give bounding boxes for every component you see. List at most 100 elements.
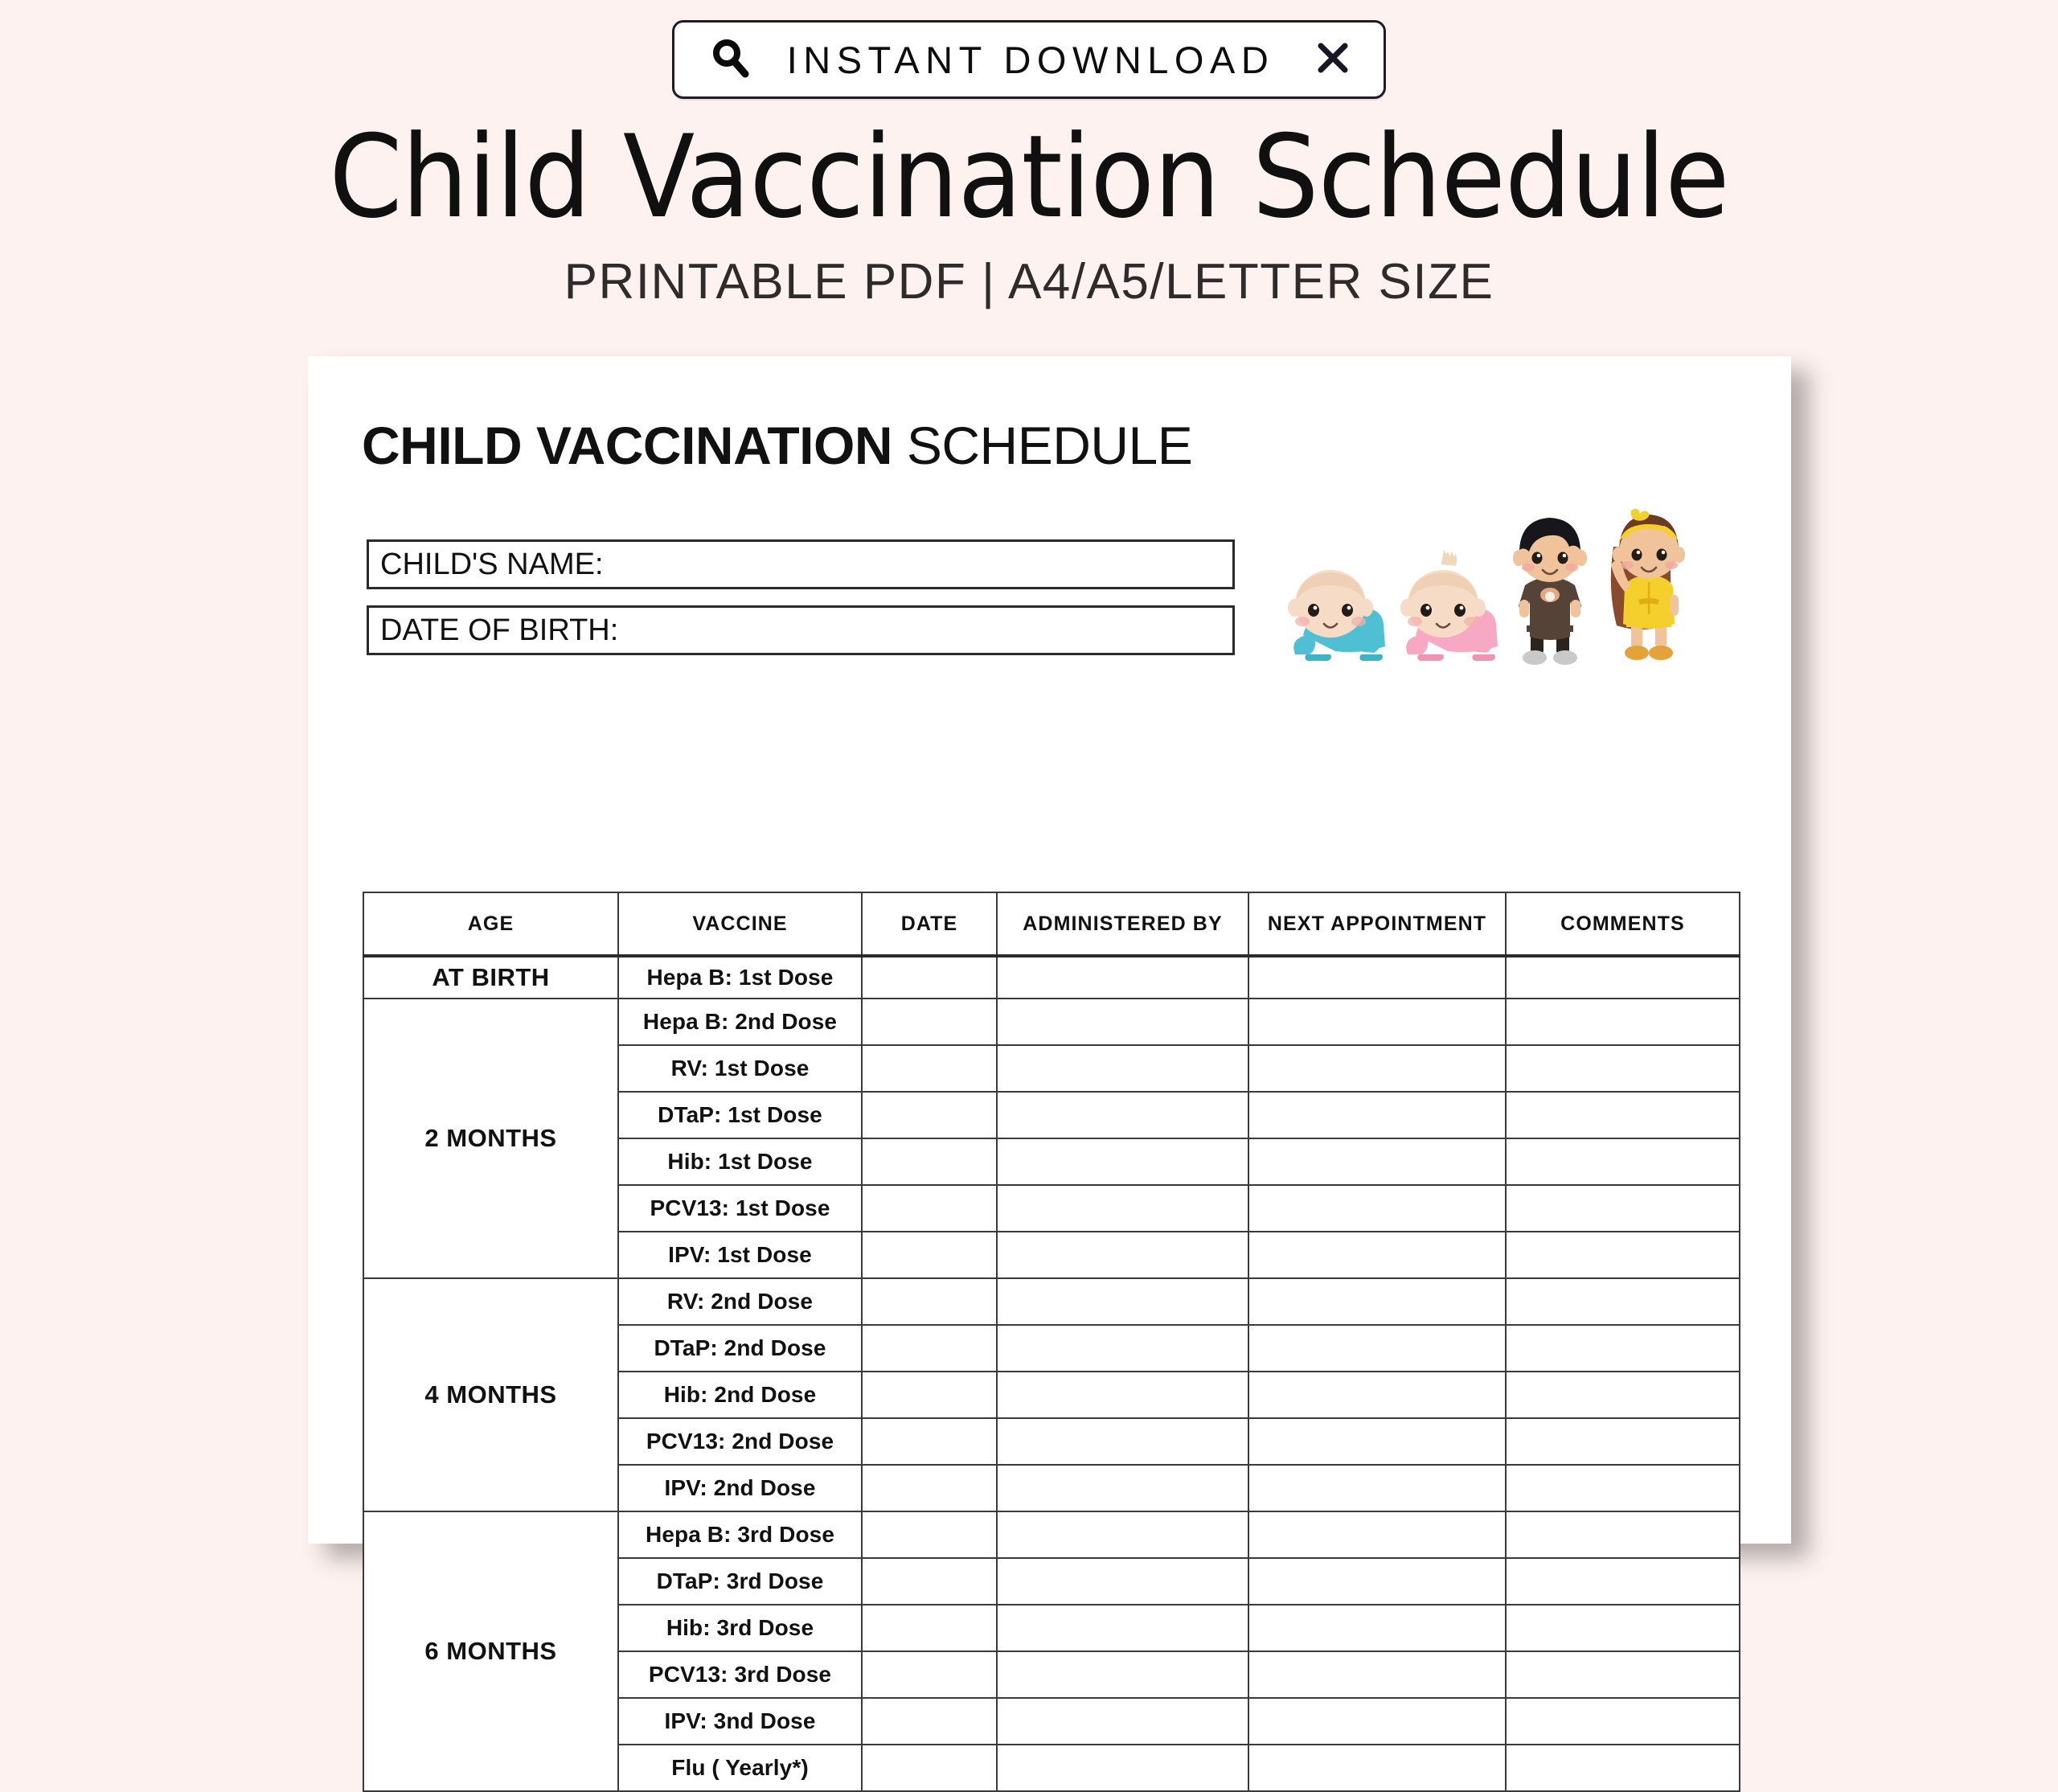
date-cell[interactable] [861, 1417, 998, 1466]
administered-by-cell[interactable] [996, 1557, 1249, 1605]
table-row: 4 MONTHS RV: 2nd Dose [363, 1277, 1740, 1512]
comments-cell[interactable] [1505, 1417, 1740, 1466]
next-appointment-cell[interactable] [1248, 1464, 1507, 1512]
comments-cell[interactable] [1505, 1557, 1740, 1605]
administered-by-cell[interactable] [996, 1604, 1249, 1652]
date-cell[interactable] [861, 955, 998, 999]
next-appointment-cell[interactable] [1248, 1651, 1507, 1699]
next-appointment-cell[interactable] [1248, 1138, 1507, 1186]
administered-by-cell[interactable] [996, 1744, 1249, 1792]
administered-by-cell[interactable] [996, 1324, 1249, 1372]
comments-cell[interactable] [1505, 1044, 1740, 1093]
document-title-light: SCHEDULE [906, 416, 1193, 475]
administered-by-cell[interactable] [996, 955, 1249, 999]
administered-by-cell[interactable] [996, 1417, 1249, 1466]
vaccine-cell: DTaP: 3rd Dose [617, 1557, 863, 1605]
age-cell-6-months: 6 MONTHS [363, 1511, 619, 1792]
table-row: DTaP: 2nd Dose [363, 1324, 1740, 1372]
comments-cell[interactable] [1505, 1231, 1740, 1279]
column-header-comments: COMMENTS [1505, 892, 1740, 958]
column-header-next-appointment: NEXT APPOINTMENT [1248, 892, 1507, 958]
date-cell[interactable] [861, 1511, 998, 1559]
comments-cell[interactable] [1505, 1697, 1740, 1745]
administered-by-cell[interactable] [996, 1277, 1249, 1326]
date-cell[interactable] [861, 1744, 998, 1792]
next-appointment-cell[interactable] [1248, 1184, 1507, 1232]
next-appointment-cell[interactable] [1248, 1371, 1507, 1419]
next-appointment-cell[interactable] [1248, 1417, 1507, 1466]
instant-download-badge[interactable]: INSTANT DOWNLOAD [671, 20, 1387, 99]
next-appointment-cell[interactable] [1248, 955, 1507, 999]
close-icon[interactable] [1314, 39, 1351, 80]
date-of-birth-label: DATE OF BIRTH: [380, 613, 619, 647]
next-appointment-cell[interactable] [1248, 1557, 1507, 1605]
comments-cell[interactable] [1505, 1511, 1740, 1559]
date-cell[interactable] [861, 1604, 998, 1652]
vaccine-cell: RV: 1st Dose [617, 1044, 863, 1093]
date-cell[interactable] [861, 1231, 998, 1279]
administered-by-cell[interactable] [996, 1511, 1249, 1559]
comments-cell[interactable] [1505, 1371, 1740, 1419]
comments-cell[interactable] [1505, 1604, 1740, 1652]
administered-by-cell[interactable] [996, 1371, 1249, 1419]
date-cell[interactable] [861, 1651, 998, 1699]
comments-cell[interactable] [1505, 998, 1740, 1046]
next-appointment-cell[interactable] [1248, 1511, 1507, 1559]
comments-cell[interactable] [1505, 1138, 1740, 1186]
table-row: PCV13: 1st Dose [363, 1184, 1740, 1232]
date-cell[interactable] [861, 1044, 998, 1093]
date-cell[interactable] [861, 1557, 998, 1605]
next-appointment-cell[interactable] [1248, 1604, 1507, 1652]
table-row: AT BIRTH Hepa B: 1st Dose [363, 955, 1740, 999]
next-appointment-cell[interactable] [1248, 1044, 1507, 1093]
next-appointment-cell[interactable] [1248, 1231, 1507, 1279]
administered-by-cell[interactable] [996, 1091, 1249, 1139]
comments-cell[interactable] [1505, 1744, 1740, 1792]
vaccine-cell: IPV: 1st Dose [617, 1231, 863, 1279]
vaccine-cell: PCV13: 3rd Dose [617, 1651, 863, 1699]
administered-by-cell[interactable] [996, 1697, 1249, 1745]
administered-by-cell[interactable] [996, 1651, 1249, 1699]
next-appointment-cell[interactable] [1248, 1744, 1507, 1792]
date-cell[interactable] [861, 1091, 998, 1139]
comments-cell[interactable] [1505, 1324, 1740, 1372]
comments-cell[interactable] [1505, 1464, 1740, 1512]
date-cell[interactable] [861, 1697, 998, 1745]
next-appointment-cell[interactable] [1248, 1091, 1507, 1139]
administered-by-cell[interactable] [996, 998, 1249, 1046]
next-appointment-cell[interactable] [1248, 1697, 1507, 1745]
date-cell[interactable] [861, 1371, 998, 1419]
date-cell[interactable] [861, 998, 998, 1046]
comments-cell[interactable] [1505, 1651, 1740, 1699]
administered-by-cell[interactable] [996, 1184, 1249, 1232]
age-cell-2-months: 2 MONTHS [363, 998, 619, 1279]
listing-title: Child Vaccination Schedule [329, 111, 1729, 244]
comments-cell[interactable] [1505, 955, 1740, 999]
vaccine-cell: DTaP: 1st Dose [617, 1091, 863, 1139]
date-of-birth-field[interactable]: DATE OF BIRTH: [367, 605, 1235, 655]
administered-by-cell[interactable] [996, 1138, 1249, 1186]
next-appointment-cell[interactable] [1248, 1324, 1507, 1372]
comments-cell[interactable] [1505, 1184, 1740, 1232]
administered-by-cell[interactable] [996, 1231, 1249, 1279]
comments-cell[interactable] [1505, 1091, 1740, 1139]
childs-name-field[interactable]: CHILD'S NAME: [367, 539, 1235, 589]
baby-pink [1400, 550, 1498, 661]
next-appointment-cell[interactable] [1248, 998, 1507, 1046]
table-row: IPV: 2nd Dose [363, 1464, 1740, 1512]
administered-by-cell[interactable] [996, 1464, 1249, 1512]
date-cell[interactable] [861, 1277, 998, 1326]
date-cell[interactable] [861, 1464, 998, 1512]
date-cell[interactable] [861, 1138, 998, 1186]
next-appointment-cell[interactable] [1248, 1277, 1507, 1326]
comments-cell[interactable] [1505, 1277, 1740, 1326]
date-cell[interactable] [861, 1184, 998, 1232]
administered-by-cell[interactable] [996, 1044, 1249, 1093]
vaccine-cell: IPV: 3nd Dose [617, 1697, 863, 1745]
date-cell[interactable] [861, 1324, 998, 1372]
search-icon[interactable] [710, 37, 752, 83]
table-header-row: AGE VACCINE DATE ADMINISTERED BY NEXT AP… [363, 892, 1740, 958]
boy-standing [1513, 518, 1587, 665]
vaccine-cell: Hib: 2nd Dose [617, 1371, 863, 1419]
vaccine-cell: Hepa B: 1st Dose [617, 955, 863, 999]
